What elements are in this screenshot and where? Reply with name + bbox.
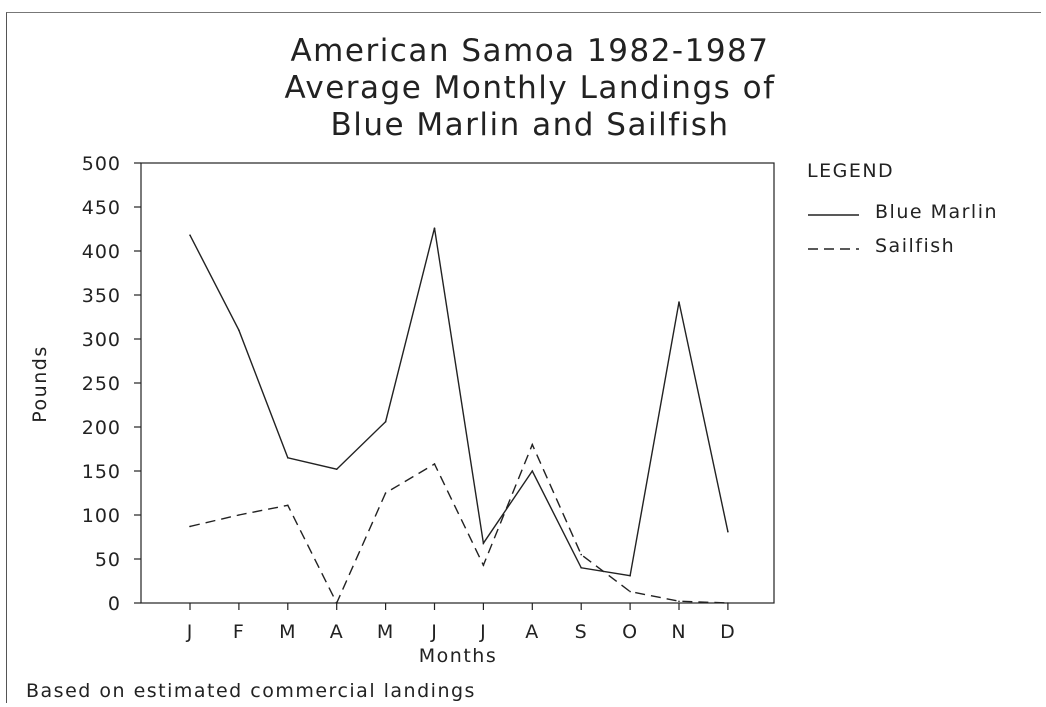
series-line-blue-marlin — [189, 227, 729, 577]
y-tick-label: 500 — [82, 153, 121, 175]
y-tick-label: 350 — [82, 285, 121, 307]
data-point-sailfish — [482, 564, 485, 566]
series-line-sailfish — [189, 442, 728, 605]
x-tick-label: A — [525, 621, 539, 643]
x-tick-label: F — [233, 621, 245, 643]
data-point-sailfish — [189, 525, 191, 528]
data-point-blue-marlin — [433, 227, 436, 229]
x-axis-label: Months — [419, 645, 497, 667]
legend-label-sailfish: Sailfish — [875, 235, 955, 257]
y-tick-label: 450 — [82, 197, 121, 219]
x-tick-label: M — [279, 621, 296, 643]
y-tick-label: 0 — [108, 593, 121, 615]
footnote: Based on estimated commercial landings — [26, 680, 476, 702]
data-point-sailfish — [629, 590, 631, 593]
x-tick-label: A — [330, 621, 344, 643]
x-tick-label: D — [720, 621, 736, 643]
y-tick-label: 50 — [95, 549, 121, 571]
data-point-blue-marlin — [531, 470, 534, 472]
chart-title-line-3: Blue Marlin and Sailfish — [330, 107, 729, 143]
y-tick-label: 100 — [82, 505, 121, 527]
y-tick-label: 200 — [82, 417, 121, 439]
y-tick-label: 300 — [82, 329, 121, 351]
y-tick-label: 150 — [82, 461, 121, 483]
y-axis-label: Pounds — [29, 345, 51, 422]
series-lines — [189, 227, 729, 605]
data-point-blue-marlin — [384, 420, 387, 423]
x-tick-label: N — [671, 621, 686, 643]
chart-title: American Samoa 1982-1987 Average Monthly… — [284, 33, 775, 143]
data-point-blue-marlin — [335, 468, 338, 471]
data-point-sailfish — [384, 492, 387, 494]
data-point-blue-marlin — [238, 329, 240, 332]
data-point-sailfish — [238, 514, 240, 516]
data-point-blue-marlin — [727, 530, 729, 533]
plot-area — [140, 162, 775, 604]
legend: LEGEND Blue Marlin Sailfish — [807, 160, 998, 257]
x-tick-label: J — [479, 621, 487, 643]
chart-title-line-2: Average Monthly Landings of — [284, 70, 775, 106]
x-tick-label: O — [622, 621, 638, 643]
legend-label-blue-marlin: Blue Marlin — [875, 201, 998, 223]
y-tick-label: 400 — [82, 241, 121, 263]
data-point-sailfish — [287, 504, 289, 507]
data-point-blue-marlin — [482, 542, 485, 544]
data-point-blue-marlin — [580, 567, 582, 569]
x-tick-label: M — [377, 621, 394, 643]
data-point-blue-marlin — [287, 457, 289, 459]
x-tick-label: S — [575, 621, 588, 643]
data-point-sailfish — [678, 600, 680, 603]
data-point-sailfish — [335, 602, 338, 604]
y-axis: 0 50 100 150 200 250 300 350 400 450 500 — [82, 153, 141, 615]
data-point-sailfish — [727, 602, 729, 604]
data-point-blue-marlin — [629, 574, 631, 577]
x-tick-label: J — [186, 621, 194, 643]
data-point-blue-marlin — [678, 301, 680, 303]
x-tick-label: J — [430, 621, 438, 643]
legend-title: LEGEND — [807, 160, 894, 182]
chart-frame — [6, 12, 1041, 703]
y-tick-label: 250 — [82, 373, 121, 395]
data-point-sailfish — [433, 463, 436, 465]
data-point-blue-marlin — [189, 234, 191, 236]
data-point-sailfish — [531, 443, 534, 446]
chart-title-line-1: American Samoa 1982-1987 — [290, 33, 769, 69]
data-point-sailfish — [580, 553, 582, 556]
